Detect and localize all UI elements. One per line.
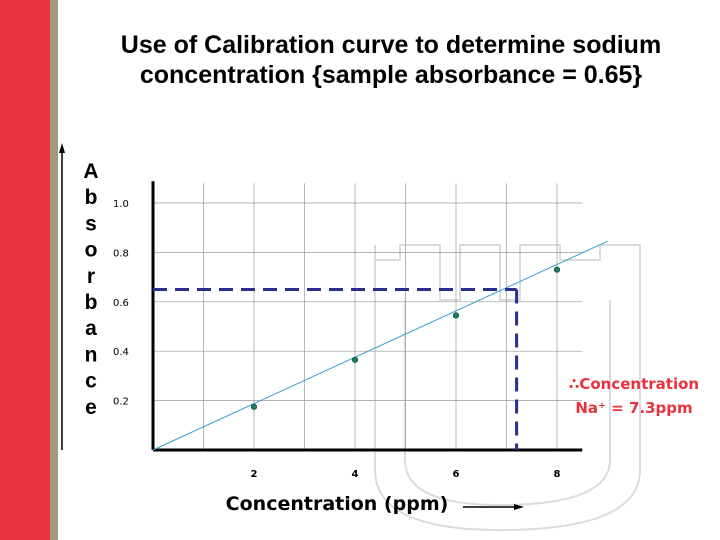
data-point <box>553 266 561 273</box>
y-axis-label-letter: b <box>85 291 98 314</box>
decorative-red-band <box>0 0 50 540</box>
x-axis-label: Concentration (ppm) <box>226 493 449 515</box>
data-point <box>250 403 258 410</box>
title-line-2: concentration {sample absorbance = 0.65} <box>139 61 643 89</box>
x-tick-label: 8 <box>554 469 561 480</box>
x-tick-label: 2 <box>251 469 258 480</box>
y-tick-label: 1.0 <box>113 199 129 210</box>
title-line-1: Use of Calibration curve to determine so… <box>120 31 662 59</box>
x-tick-label: 6 <box>453 469 460 480</box>
y-axis-label-letter: r <box>87 265 95 288</box>
watermark-logo <box>374 244 641 532</box>
chart-grid <box>153 183 583 450</box>
y-axis-label-letter: b <box>85 186 98 209</box>
y-axis-label-letter: A <box>83 160 98 183</box>
y-axis-label-letter: s <box>85 212 97 235</box>
y-axis-label-letter: o <box>85 239 98 262</box>
y-axis-label-letter: n <box>85 343 98 366</box>
fit-line-group <box>152 240 608 451</box>
x-axis-arrow-head <box>514 504 524 510</box>
y-axis-label-letter: e <box>85 396 97 419</box>
y-tick-label: 0.8 <box>113 248 129 259</box>
y-tick-label: 0.4 <box>113 347 129 358</box>
slide-title: Use of Calibration curve to determine so… <box>62 30 720 90</box>
y-tick-label: 0.2 <box>113 397 129 408</box>
y-axis-label-letter: c <box>85 370 97 393</box>
data-points <box>250 266 561 410</box>
data-point <box>452 312 460 319</box>
y-axis-label-letter: a <box>85 317 97 340</box>
y-axis-arrow-head <box>59 143 65 153</box>
annotation-line-1: ∴Concentration <box>569 375 699 393</box>
annotation-line-2: Na⁺ = 7.3ppm <box>575 399 692 417</box>
y-tick-label: 0.6 <box>113 298 129 309</box>
chart-ticks: 0.2 0.4 0.6 0.8 1.0 2 4 6 8 <box>113 199 561 480</box>
sample-guide-lines <box>153 287 519 450</box>
decorative-tan-band <box>50 0 58 540</box>
data-point <box>351 356 359 363</box>
calibration-fit-line <box>152 240 608 451</box>
chart-axes <box>151 181 583 452</box>
x-tick-label: 4 <box>352 469 359 480</box>
